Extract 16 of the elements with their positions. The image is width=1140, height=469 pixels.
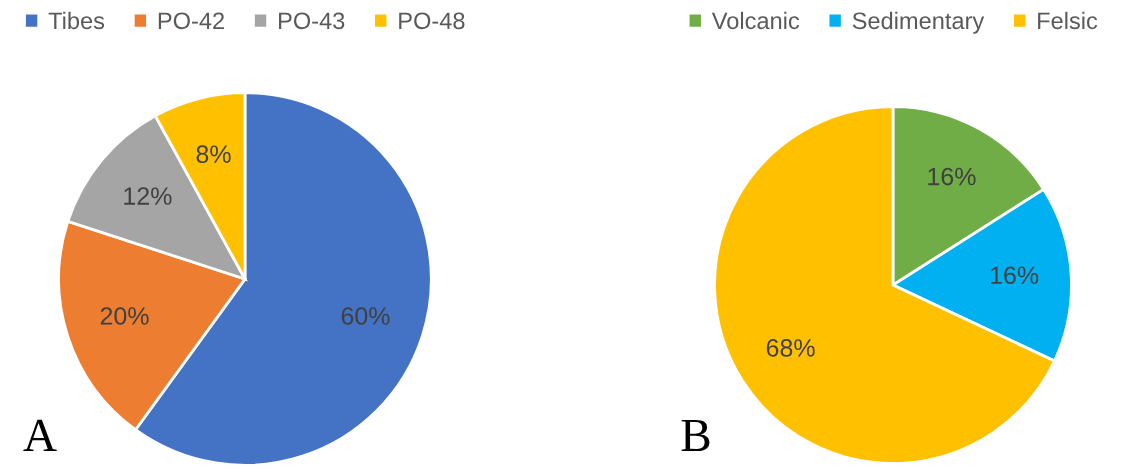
data-label: 12% <box>124 187 172 205</box>
text: A <box>23 419 57 451</box>
legend-label: Felsic <box>1038 11 1098 30</box>
legend-label: Volcanic <box>711 11 800 30</box>
data-label: 8% <box>196 145 231 164</box>
text: B <box>681 420 710 452</box>
legend-label: PO-42 <box>158 12 224 30</box>
data-label: 68% <box>766 339 815 357</box>
data-label: 20% <box>100 307 149 325</box>
legend-label: PO-48 <box>399 12 465 30</box>
data-label: 16% <box>990 266 1039 285</box>
data-label: 16% <box>928 167 976 186</box>
legend-label: PO-43 <box>279 12 345 30</box>
data-label: 60% <box>341 307 390 325</box>
legend-label: Sedimentary <box>852 11 985 34</box>
legend-label: Tibes <box>48 11 105 30</box>
